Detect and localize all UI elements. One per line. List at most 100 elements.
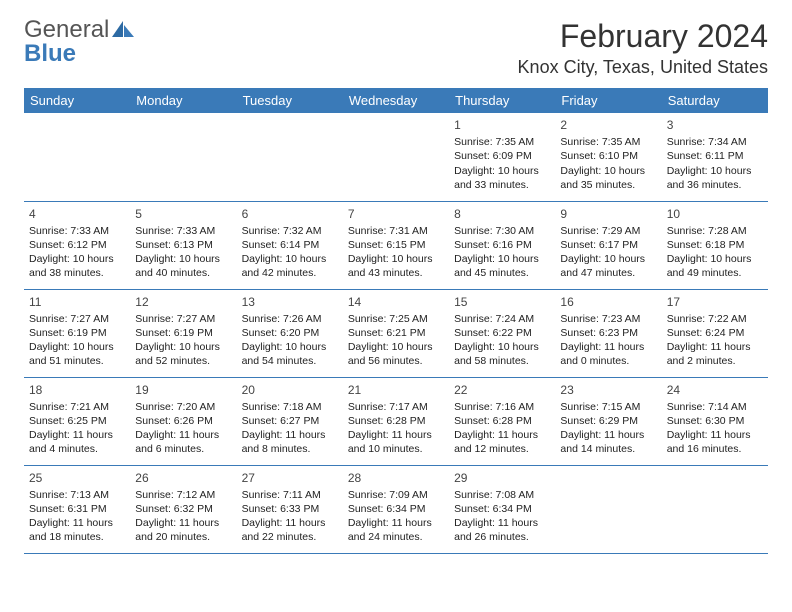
calendar-day-cell: 6Sunrise: 7:32 AMSunset: 6:14 PMDaylight… — [237, 201, 343, 289]
sunset-text: Sunset: 6:27 PM — [242, 414, 338, 428]
daylight-text: Daylight: 11 hours and 14 minutes. — [560, 428, 656, 456]
daylight-text: Daylight: 11 hours and 6 minutes. — [135, 428, 231, 456]
calendar-day-cell: 8Sunrise: 7:30 AMSunset: 6:16 PMDaylight… — [449, 201, 555, 289]
weekday-header: Tuesday — [237, 88, 343, 113]
sunrise-text: Sunrise: 7:16 AM — [454, 400, 550, 414]
calendar-day-cell: 19Sunrise: 7:20 AMSunset: 6:26 PMDayligh… — [130, 377, 236, 465]
day-number: 5 — [135, 206, 231, 222]
daylight-text: Daylight: 11 hours and 18 minutes. — [29, 516, 125, 544]
calendar-day-cell: 15Sunrise: 7:24 AMSunset: 6:22 PMDayligh… — [449, 289, 555, 377]
sunrise-text: Sunrise: 7:08 AM — [454, 488, 550, 502]
sunrise-text: Sunrise: 7:21 AM — [29, 400, 125, 414]
daylight-text: Daylight: 10 hours and 33 minutes. — [454, 164, 550, 192]
title-block: February 2024 Knox City, Texas, United S… — [518, 18, 768, 78]
sunset-text: Sunset: 6:13 PM — [135, 238, 231, 252]
calendar-body: 1Sunrise: 7:35 AMSunset: 6:09 PMDaylight… — [24, 113, 768, 553]
daylight-text: Daylight: 10 hours and 58 minutes. — [454, 340, 550, 368]
sunset-text: Sunset: 6:11 PM — [667, 149, 763, 163]
calendar-week-row: 11Sunrise: 7:27 AMSunset: 6:19 PMDayligh… — [24, 289, 768, 377]
day-number: 18 — [29, 382, 125, 398]
day-number: 14 — [348, 294, 444, 310]
sunset-text: Sunset: 6:24 PM — [667, 326, 763, 340]
daylight-text: Daylight: 10 hours and 42 minutes. — [242, 252, 338, 280]
weekday-header: Monday — [130, 88, 236, 113]
sunrise-text: Sunrise: 7:23 AM — [560, 312, 656, 326]
daylight-text: Daylight: 10 hours and 51 minutes. — [29, 340, 125, 368]
daylight-text: Daylight: 10 hours and 56 minutes. — [348, 340, 444, 368]
sunrise-text: Sunrise: 7:29 AM — [560, 224, 656, 238]
day-number: 12 — [135, 294, 231, 310]
sunrise-text: Sunrise: 7:35 AM — [560, 135, 656, 149]
weekday-header: Thursday — [449, 88, 555, 113]
sunrise-text: Sunrise: 7:27 AM — [29, 312, 125, 326]
sunset-text: Sunset: 6:19 PM — [135, 326, 231, 340]
sunset-text: Sunset: 6:28 PM — [348, 414, 444, 428]
weekday-header: Friday — [555, 88, 661, 113]
calendar-day-cell: 2Sunrise: 7:35 AMSunset: 6:10 PMDaylight… — [555, 113, 661, 201]
sunset-text: Sunset: 6:15 PM — [348, 238, 444, 252]
location: Knox City, Texas, United States — [518, 57, 768, 78]
sunset-text: Sunset: 6:12 PM — [29, 238, 125, 252]
logo: General Blue — [24, 18, 134, 66]
sunrise-text: Sunrise: 7:17 AM — [348, 400, 444, 414]
sunset-text: Sunset: 6:14 PM — [242, 238, 338, 252]
calendar-week-row: 25Sunrise: 7:13 AMSunset: 6:31 PMDayligh… — [24, 465, 768, 553]
sunset-text: Sunset: 6:32 PM — [135, 502, 231, 516]
calendar-day-cell: 17Sunrise: 7:22 AMSunset: 6:24 PMDayligh… — [662, 289, 768, 377]
calendar-day-cell: 9Sunrise: 7:29 AMSunset: 6:17 PMDaylight… — [555, 201, 661, 289]
daylight-text: Daylight: 10 hours and 35 minutes. — [560, 164, 656, 192]
calendar-day-cell: 3Sunrise: 7:34 AMSunset: 6:11 PMDaylight… — [662, 113, 768, 201]
sunrise-text: Sunrise: 7:25 AM — [348, 312, 444, 326]
day-number: 21 — [348, 382, 444, 398]
sunrise-text: Sunrise: 7:27 AM — [135, 312, 231, 326]
day-number: 23 — [560, 382, 656, 398]
calendar-day-cell: 28Sunrise: 7:09 AMSunset: 6:34 PMDayligh… — [343, 465, 449, 553]
day-number: 4 — [29, 206, 125, 222]
day-number: 6 — [242, 206, 338, 222]
daylight-text: Daylight: 11 hours and 16 minutes. — [667, 428, 763, 456]
sunset-text: Sunset: 6:09 PM — [454, 149, 550, 163]
sunset-text: Sunset: 6:10 PM — [560, 149, 656, 163]
calendar-day-cell: 5Sunrise: 7:33 AMSunset: 6:13 PMDaylight… — [130, 201, 236, 289]
day-number: 7 — [348, 206, 444, 222]
calendar-week-row: 4Sunrise: 7:33 AMSunset: 6:12 PMDaylight… — [24, 201, 768, 289]
day-number: 15 — [454, 294, 550, 310]
calendar-day-cell: 21Sunrise: 7:17 AMSunset: 6:28 PMDayligh… — [343, 377, 449, 465]
daylight-text: Daylight: 10 hours and 38 minutes. — [29, 252, 125, 280]
sunset-text: Sunset: 6:22 PM — [454, 326, 550, 340]
month-year: February 2024 — [518, 18, 768, 55]
sunset-text: Sunset: 6:20 PM — [242, 326, 338, 340]
day-number: 26 — [135, 470, 231, 486]
calendar-table: Sunday Monday Tuesday Wednesday Thursday… — [24, 88, 768, 554]
sunset-text: Sunset: 6:33 PM — [242, 502, 338, 516]
sunset-text: Sunset: 6:29 PM — [560, 414, 656, 428]
daylight-text: Daylight: 11 hours and 24 minutes. — [348, 516, 444, 544]
daylight-text: Daylight: 10 hours and 47 minutes. — [560, 252, 656, 280]
day-number: 13 — [242, 294, 338, 310]
calendar-day-cell: 25Sunrise: 7:13 AMSunset: 6:31 PMDayligh… — [24, 465, 130, 553]
calendar-day-cell: 1Sunrise: 7:35 AMSunset: 6:09 PMDaylight… — [449, 113, 555, 201]
day-number: 3 — [667, 117, 763, 133]
daylight-text: Daylight: 11 hours and 0 minutes. — [560, 340, 656, 368]
sunset-text: Sunset: 6:34 PM — [454, 502, 550, 516]
sunrise-text: Sunrise: 7:33 AM — [29, 224, 125, 238]
day-number: 1 — [454, 117, 550, 133]
calendar-day-cell: 11Sunrise: 7:27 AMSunset: 6:19 PMDayligh… — [24, 289, 130, 377]
calendar-week-row: 1Sunrise: 7:35 AMSunset: 6:09 PMDaylight… — [24, 113, 768, 201]
sunset-text: Sunset: 6:30 PM — [667, 414, 763, 428]
daylight-text: Daylight: 10 hours and 52 minutes. — [135, 340, 231, 368]
weekday-header: Wednesday — [343, 88, 449, 113]
day-number: 19 — [135, 382, 231, 398]
calendar-day-cell: 20Sunrise: 7:18 AMSunset: 6:27 PMDayligh… — [237, 377, 343, 465]
sunrise-text: Sunrise: 7:18 AM — [242, 400, 338, 414]
sunrise-text: Sunrise: 7:13 AM — [29, 488, 125, 502]
sunset-text: Sunset: 6:19 PM — [29, 326, 125, 340]
daylight-text: Daylight: 10 hours and 45 minutes. — [454, 252, 550, 280]
sunset-text: Sunset: 6:28 PM — [454, 414, 550, 428]
calendar-day-cell — [130, 113, 236, 201]
calendar-day-cell — [24, 113, 130, 201]
sunrise-text: Sunrise: 7:20 AM — [135, 400, 231, 414]
weekday-header: Saturday — [662, 88, 768, 113]
sunset-text: Sunset: 6:21 PM — [348, 326, 444, 340]
sunrise-text: Sunrise: 7:12 AM — [135, 488, 231, 502]
